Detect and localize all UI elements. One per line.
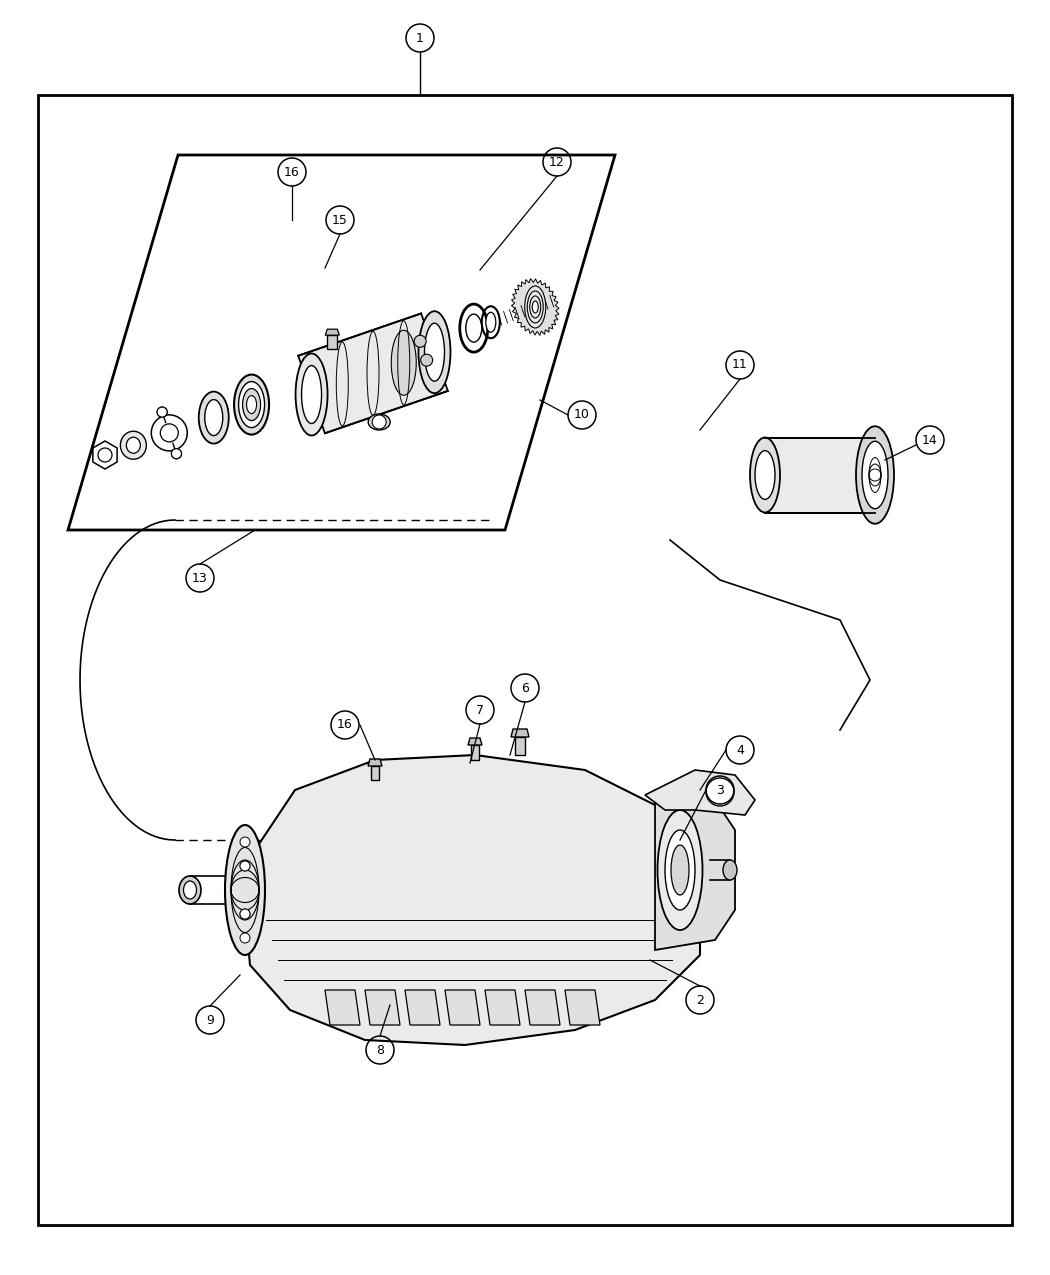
Circle shape	[421, 354, 433, 366]
Circle shape	[240, 836, 250, 847]
Polygon shape	[68, 156, 615, 530]
Polygon shape	[511, 729, 529, 737]
Circle shape	[372, 414, 386, 428]
Ellipse shape	[530, 296, 541, 317]
Ellipse shape	[238, 381, 265, 427]
Text: 3: 3	[716, 784, 723, 797]
Ellipse shape	[392, 330, 416, 395]
Bar	[328, 335, 337, 349]
Polygon shape	[485, 989, 520, 1025]
Ellipse shape	[184, 881, 196, 899]
Ellipse shape	[121, 431, 146, 459]
Bar	[514, 737, 525, 755]
Ellipse shape	[527, 291, 543, 323]
Text: 16: 16	[337, 719, 353, 732]
Polygon shape	[298, 314, 447, 434]
Ellipse shape	[862, 441, 888, 509]
Circle shape	[240, 933, 250, 944]
Bar	[765, 437, 875, 513]
Text: 6: 6	[521, 682, 529, 695]
Text: 13: 13	[192, 571, 208, 584]
Ellipse shape	[671, 845, 689, 895]
Ellipse shape	[126, 437, 141, 453]
Text: 4: 4	[736, 743, 744, 756]
Ellipse shape	[295, 353, 328, 436]
Text: 16: 16	[285, 166, 300, 178]
Polygon shape	[511, 278, 559, 335]
Ellipse shape	[247, 395, 256, 413]
Polygon shape	[368, 759, 382, 766]
Ellipse shape	[225, 825, 265, 955]
Bar	[471, 745, 479, 760]
Text: 8: 8	[376, 1043, 384, 1057]
Ellipse shape	[178, 876, 201, 904]
Polygon shape	[565, 989, 600, 1025]
Ellipse shape	[301, 366, 321, 423]
Bar	[38, 96, 1012, 1225]
Circle shape	[240, 909, 250, 919]
Polygon shape	[326, 989, 360, 1025]
Ellipse shape	[525, 286, 546, 328]
Ellipse shape	[856, 426, 894, 524]
Ellipse shape	[205, 399, 223, 436]
Text: 9: 9	[206, 1014, 214, 1026]
Ellipse shape	[755, 450, 775, 500]
Text: 15: 15	[332, 213, 348, 227]
Polygon shape	[655, 790, 735, 950]
Circle shape	[171, 449, 182, 459]
Polygon shape	[468, 738, 482, 745]
Polygon shape	[525, 989, 560, 1025]
Ellipse shape	[198, 391, 229, 444]
Text: 1: 1	[416, 32, 424, 45]
Circle shape	[240, 861, 250, 871]
Polygon shape	[326, 329, 339, 335]
Polygon shape	[245, 755, 700, 1046]
Ellipse shape	[723, 861, 737, 880]
Circle shape	[240, 861, 250, 871]
Text: 7: 7	[476, 704, 484, 717]
Ellipse shape	[234, 375, 269, 435]
Ellipse shape	[243, 389, 260, 421]
Circle shape	[158, 407, 167, 417]
Text: 10: 10	[574, 408, 590, 422]
Ellipse shape	[466, 314, 482, 342]
Polygon shape	[445, 989, 480, 1025]
Circle shape	[706, 778, 734, 806]
Circle shape	[414, 335, 426, 347]
Text: 12: 12	[549, 156, 565, 168]
Ellipse shape	[424, 323, 444, 381]
Polygon shape	[365, 989, 400, 1025]
Text: 14: 14	[922, 434, 938, 446]
Ellipse shape	[486, 312, 496, 333]
Polygon shape	[645, 770, 755, 815]
Polygon shape	[405, 989, 440, 1025]
Circle shape	[240, 909, 250, 919]
Ellipse shape	[665, 830, 695, 910]
Ellipse shape	[750, 437, 780, 513]
Ellipse shape	[532, 301, 539, 312]
Ellipse shape	[657, 810, 702, 929]
Ellipse shape	[419, 311, 450, 393]
Bar	[371, 766, 379, 780]
Ellipse shape	[369, 414, 391, 430]
Circle shape	[161, 423, 179, 442]
Circle shape	[98, 448, 112, 462]
Text: 11: 11	[732, 358, 748, 371]
Text: 2: 2	[696, 993, 704, 1006]
